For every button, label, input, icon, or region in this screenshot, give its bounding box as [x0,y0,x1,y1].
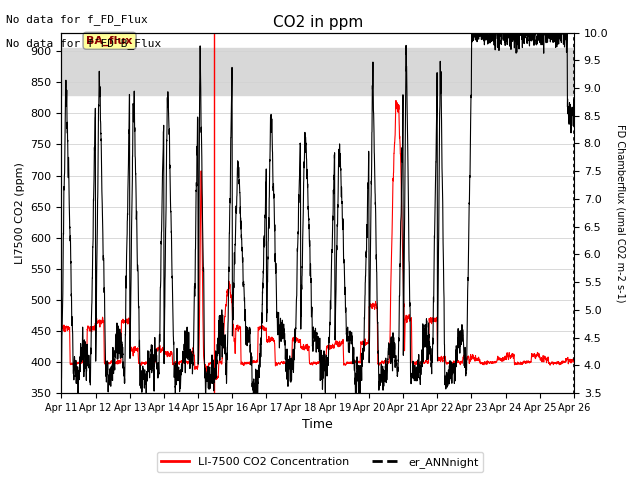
Legend: LI-7500 CO2 Concentration, er_ANNnight: LI-7500 CO2 Concentration, er_ANNnight [157,452,483,472]
Text: No data for f_FD_Flux: No data for f_FD_Flux [6,14,148,25]
X-axis label: Time: Time [302,419,333,432]
Bar [61,48,574,95]
Text: No data for f¯FD¯B_Flux: No data for f¯FD¯B_Flux [6,38,162,49]
Y-axis label: FD Chamberflux (umal CO2 m-2 s-1): FD Chamberflux (umal CO2 m-2 s-1) [615,123,625,302]
Y-axis label: LI7500 CO2 (ppm): LI7500 CO2 (ppm) [15,162,25,264]
Title: CO2 in ppm: CO2 in ppm [273,15,363,30]
Text: BA_flux: BA_flux [86,36,132,46]
